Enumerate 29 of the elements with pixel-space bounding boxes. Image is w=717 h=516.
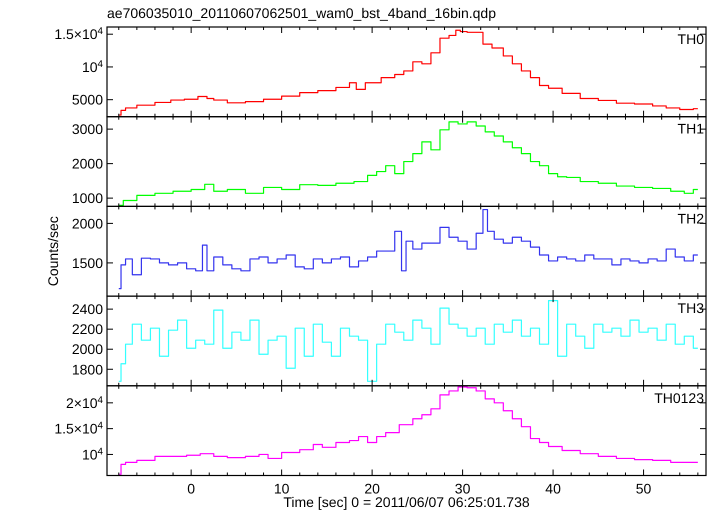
x-tick-label: 10 bbox=[274, 480, 290, 496]
y-tick-label: 3000 bbox=[72, 121, 104, 138]
y-tick-label: 2400 bbox=[72, 301, 104, 318]
y-tick-label: 2×10$^{4}$ bbox=[66, 394, 104, 411]
y-tick-label: 2000 bbox=[72, 215, 104, 232]
y-tick-label: 1000 bbox=[72, 190, 104, 206]
series-label: TH3 bbox=[678, 300, 704, 316]
series-label: TH2 bbox=[678, 210, 704, 226]
x-tick-label: 50 bbox=[636, 480, 652, 496]
text: TH1 bbox=[678, 120, 704, 137]
text: TH0 bbox=[678, 31, 704, 47]
y-tick-label: 5000 bbox=[72, 92, 104, 108]
x-axis-title: Time [sec] 0 = 2011/06/07 06:25:01.738 bbox=[283, 494, 530, 510]
x-tick-label: 30 bbox=[454, 480, 471, 496]
y-tick-label: 2000 bbox=[72, 341, 104, 358]
x-tick-label: 0 bbox=[187, 480, 196, 496]
text: TH0123 bbox=[654, 390, 704, 406]
chart-title: ae706035010_20110607062501_wam0_bst_4band_16bin.qdp bbox=[107, 5, 496, 21]
y-tick-label: 1800 bbox=[72, 361, 104, 378]
y-tick-label: 1.5×10$^{4}$ bbox=[54, 26, 104, 42]
y-tick-label: 2000 bbox=[72, 156, 104, 172]
y-axis-title: Counts/sec bbox=[45, 216, 61, 286]
y-tick-label: 1.5×10$^{4}$ bbox=[54, 420, 104, 437]
y-tick-label: 2200 bbox=[72, 321, 104, 338]
x-tick-label: 40 bbox=[545, 480, 562, 496]
x-tick-label: 20 bbox=[364, 480, 380, 496]
y-tick-label: 1500 bbox=[72, 254, 104, 271]
y-tick-label: 10$^{4}$ bbox=[82, 446, 104, 462]
y-tick-label: 10$^{4}$ bbox=[82, 58, 104, 75]
